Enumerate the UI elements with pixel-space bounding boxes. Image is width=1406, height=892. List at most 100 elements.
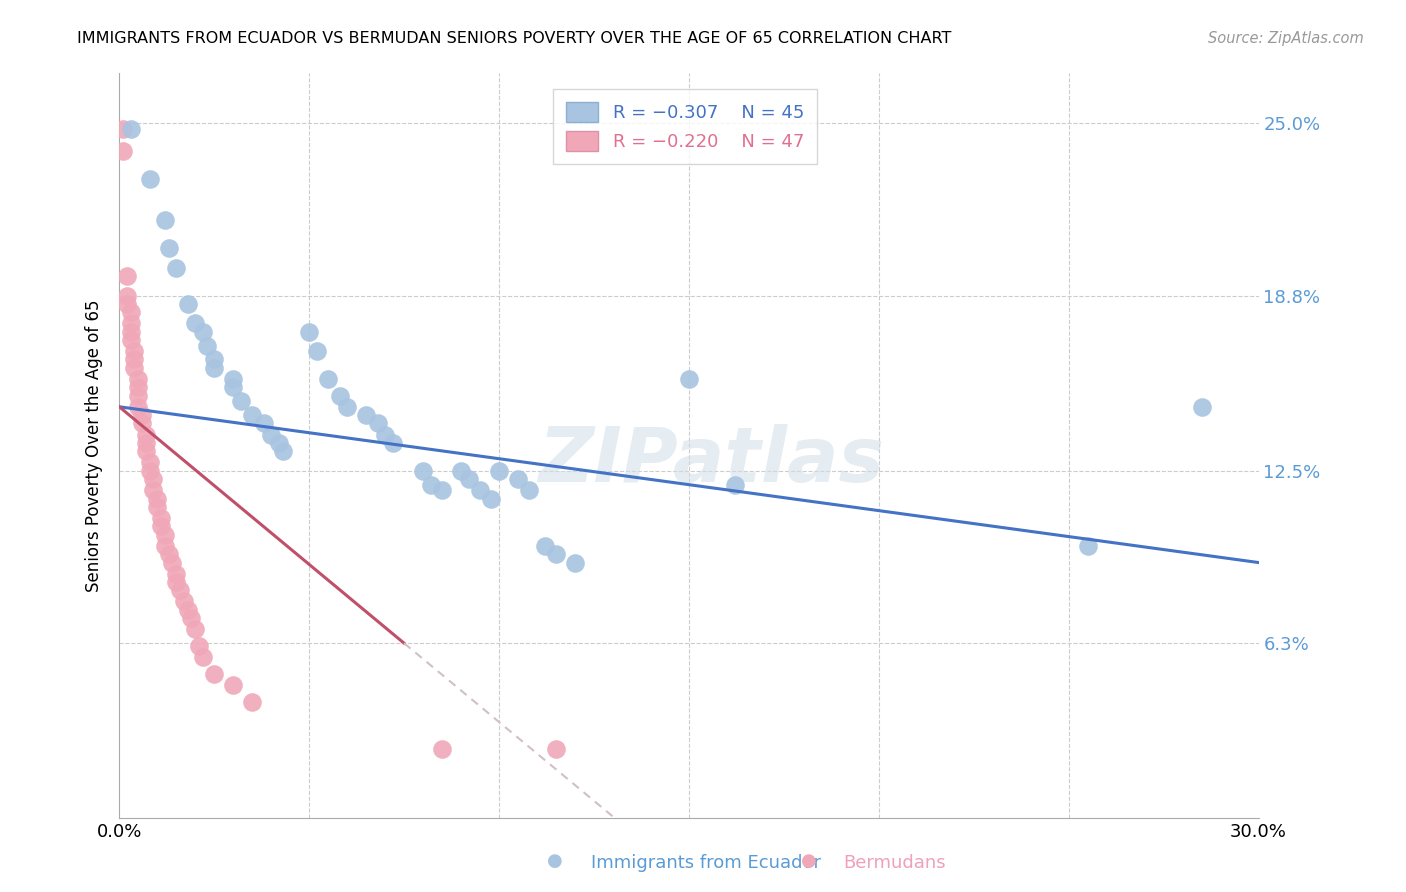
Point xyxy=(138,171,160,186)
Point xyxy=(202,360,225,375)
Point xyxy=(419,477,441,491)
Point xyxy=(506,472,529,486)
Point xyxy=(124,352,146,367)
Point xyxy=(271,444,294,458)
Point xyxy=(305,344,328,359)
Point xyxy=(468,483,491,498)
Point xyxy=(115,297,138,311)
Text: Source: ZipAtlas.com: Source: ZipAtlas.com xyxy=(1208,31,1364,46)
Text: Immigrants from Ecuador: Immigrants from Ecuador xyxy=(591,855,821,872)
Point xyxy=(176,297,198,311)
Point xyxy=(115,288,138,302)
Point xyxy=(127,380,149,394)
Point xyxy=(162,556,184,570)
Point xyxy=(176,603,198,617)
Point xyxy=(450,464,472,478)
Point xyxy=(723,477,745,491)
Point xyxy=(544,742,567,756)
Text: ZIPatlas: ZIPatlas xyxy=(538,424,884,498)
Point xyxy=(120,316,142,330)
Point xyxy=(135,444,157,458)
Point xyxy=(153,539,176,553)
Point xyxy=(146,500,169,514)
Point xyxy=(229,394,252,409)
Point xyxy=(120,333,142,347)
Point xyxy=(202,352,225,367)
Point xyxy=(135,427,157,442)
Point xyxy=(412,464,434,478)
Point xyxy=(457,472,479,486)
Point xyxy=(240,695,263,709)
Point xyxy=(564,556,586,570)
Point xyxy=(336,400,359,414)
Point xyxy=(165,574,187,589)
Point xyxy=(150,519,173,533)
Point xyxy=(430,483,453,498)
Point xyxy=(169,583,191,598)
Point xyxy=(157,241,180,255)
Point xyxy=(354,408,377,422)
Point xyxy=(115,268,138,283)
Point xyxy=(188,639,211,653)
Point xyxy=(533,539,555,553)
Point xyxy=(127,400,149,414)
Point xyxy=(150,511,173,525)
Point xyxy=(195,338,218,352)
Point xyxy=(120,325,142,339)
Point xyxy=(131,417,153,431)
Point xyxy=(124,360,146,375)
Point xyxy=(430,742,453,756)
Point xyxy=(519,483,541,498)
Point xyxy=(240,408,263,422)
Point xyxy=(131,408,153,422)
Point xyxy=(124,344,146,359)
Point xyxy=(260,427,283,442)
Legend: R = −0.307    N = 45, R = −0.220    N = 47: R = −0.307 N = 45, R = −0.220 N = 47 xyxy=(553,89,817,163)
Point xyxy=(191,325,214,339)
Point xyxy=(678,372,700,386)
Point xyxy=(138,455,160,469)
Point xyxy=(316,372,339,386)
Point xyxy=(120,305,142,319)
Point xyxy=(328,389,350,403)
Point xyxy=(165,260,187,275)
Point xyxy=(120,121,142,136)
Point xyxy=(184,316,207,330)
Point xyxy=(481,491,503,506)
Point xyxy=(222,380,245,394)
Point xyxy=(367,417,389,431)
Point xyxy=(142,472,165,486)
Point xyxy=(180,611,202,625)
Point xyxy=(1077,539,1099,553)
Point xyxy=(267,436,290,450)
Point xyxy=(252,417,274,431)
Point xyxy=(191,650,214,665)
Point xyxy=(135,436,157,450)
Point xyxy=(127,372,149,386)
Point xyxy=(138,464,160,478)
Point xyxy=(374,427,396,442)
Text: ●: ● xyxy=(547,852,564,870)
Text: Bermudans: Bermudans xyxy=(844,855,946,872)
Point xyxy=(222,678,245,692)
Point xyxy=(173,594,195,608)
Point xyxy=(153,527,176,541)
Text: ●: ● xyxy=(800,852,817,870)
Point xyxy=(298,325,321,339)
Point xyxy=(153,213,176,227)
Point xyxy=(222,372,245,386)
Point xyxy=(157,547,180,561)
Point xyxy=(165,566,187,581)
Point xyxy=(1191,400,1213,414)
Point xyxy=(146,491,169,506)
Point xyxy=(112,144,135,158)
Point xyxy=(184,623,207,637)
Point xyxy=(112,121,135,136)
Point xyxy=(202,666,225,681)
Point xyxy=(488,464,510,478)
Point xyxy=(127,389,149,403)
Y-axis label: Seniors Poverty Over the Age of 65: Seniors Poverty Over the Age of 65 xyxy=(86,300,103,592)
Point xyxy=(381,436,404,450)
Point xyxy=(544,547,567,561)
Text: IMMIGRANTS FROM ECUADOR VS BERMUDAN SENIORS POVERTY OVER THE AGE OF 65 CORRELATI: IMMIGRANTS FROM ECUADOR VS BERMUDAN SENI… xyxy=(77,31,952,46)
